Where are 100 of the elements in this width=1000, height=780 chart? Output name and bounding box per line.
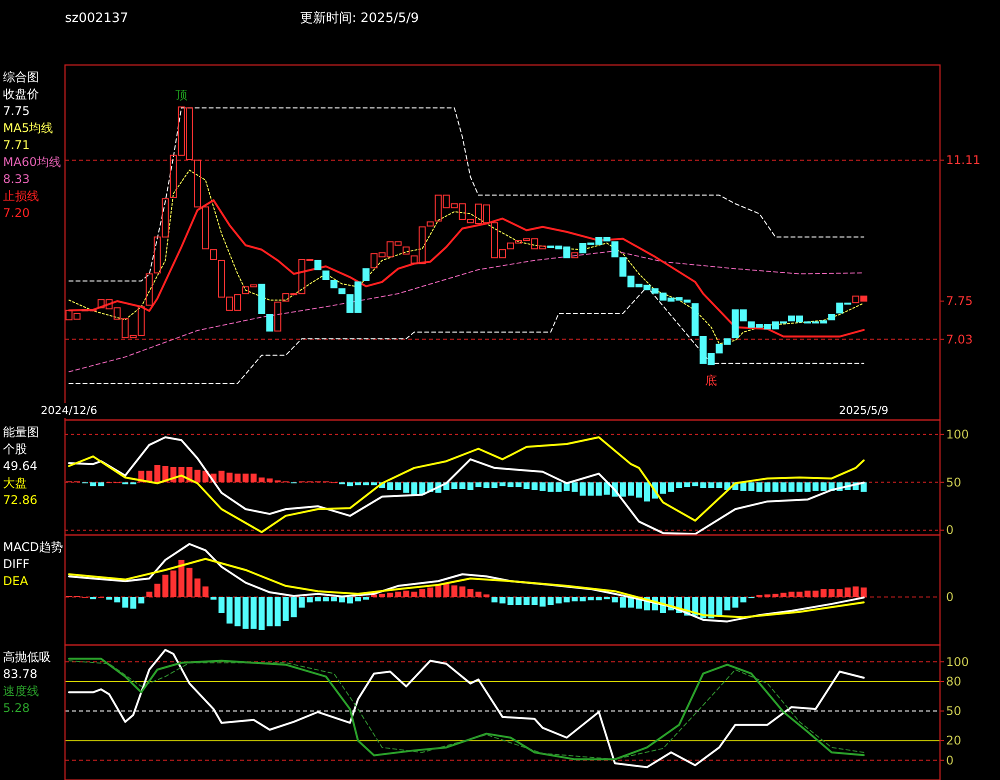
bar [636, 482, 642, 498]
bar [764, 594, 770, 598]
bar [612, 597, 618, 602]
text: 止损线 [3, 189, 39, 203]
bar [290, 597, 297, 618]
bar [756, 482, 762, 492]
bar [419, 589, 426, 598]
chart-subtitle: 更新时间: 2025/5/9 [300, 11, 419, 26]
bar [411, 592, 418, 598]
text: 49.64 [3, 459, 38, 473]
line-series [68, 107, 864, 282]
bar [556, 482, 562, 492]
y-tick-label: 11.11 [946, 153, 980, 168]
bar [796, 592, 803, 598]
bar [218, 597, 225, 613]
bar [804, 482, 811, 492]
text: 7.71 [3, 138, 30, 152]
bar [379, 594, 386, 598]
bar [820, 482, 827, 491]
bar [242, 474, 249, 482]
bar [483, 482, 490, 488]
bar [540, 597, 546, 607]
bar [716, 482, 722, 488]
bar [90, 482, 96, 486]
bar [580, 482, 586, 496]
bar [844, 587, 851, 598]
text: DIFF [3, 557, 30, 571]
bar [266, 597, 273, 626]
bar [483, 594, 490, 598]
annotation: 顶 [175, 88, 188, 102]
bar [692, 482, 698, 486]
bar [748, 482, 754, 491]
bar [812, 590, 819, 598]
bar [387, 482, 394, 490]
text: DEA [3, 574, 29, 588]
bar [186, 568, 192, 598]
text: MA5均线 [3, 121, 54, 135]
bar [756, 594, 762, 598]
bar [330, 597, 337, 602]
text: 收盘价 [3, 87, 39, 101]
bar [708, 597, 714, 618]
bar [508, 482, 514, 488]
bar [451, 482, 458, 489]
y-tick-label: 100 [946, 654, 969, 669]
bar [564, 597, 570, 602]
bar [596, 482, 602, 496]
chart-title: sz002137 [65, 11, 128, 26]
bar [620, 482, 626, 497]
bar [860, 587, 867, 598]
bar [475, 592, 482, 598]
bar [580, 597, 586, 602]
bar [459, 482, 466, 489]
bar [298, 597, 305, 608]
bar [548, 597, 554, 605]
bar [524, 597, 530, 605]
text: 速度线 [3, 684, 39, 698]
bar [812, 482, 819, 491]
legend-title: 综合图 [3, 70, 39, 84]
bar [234, 474, 241, 482]
legend-title: MACD趋势 [3, 540, 63, 554]
bar [572, 482, 578, 492]
text: 大盘 [3, 476, 27, 490]
bar [170, 570, 176, 598]
bar [242, 597, 249, 629]
bar [403, 590, 410, 598]
bar [732, 597, 738, 608]
bar [467, 482, 474, 490]
text: 83.78 [3, 667, 38, 681]
bar [804, 590, 811, 598]
bar [780, 482, 786, 492]
text: 个股 [3, 442, 27, 456]
bar [524, 482, 530, 489]
y-tick-label: 80 [946, 674, 962, 688]
bar [668, 482, 674, 492]
bar [676, 482, 682, 488]
bar [740, 482, 746, 491]
bar [491, 597, 498, 602]
legend-title: 能量图 [3, 425, 39, 439]
bar [556, 597, 562, 604]
bar [346, 482, 353, 486]
bar [596, 597, 602, 600]
bar [852, 586, 859, 598]
bar [772, 482, 778, 492]
bar [772, 594, 778, 598]
bar [459, 586, 466, 598]
bar [266, 478, 273, 482]
bar [443, 584, 450, 598]
bar [202, 586, 208, 598]
bar [130, 597, 136, 609]
bar [836, 589, 843, 598]
y-tick-label: 0 [946, 753, 954, 768]
bar [363, 597, 370, 600]
bar [403, 482, 410, 493]
bar [491, 482, 498, 488]
bar [500, 597, 506, 604]
bar [764, 482, 770, 492]
bar [250, 597, 257, 629]
bar [226, 597, 233, 624]
bar [788, 592, 794, 598]
bar [508, 597, 514, 605]
